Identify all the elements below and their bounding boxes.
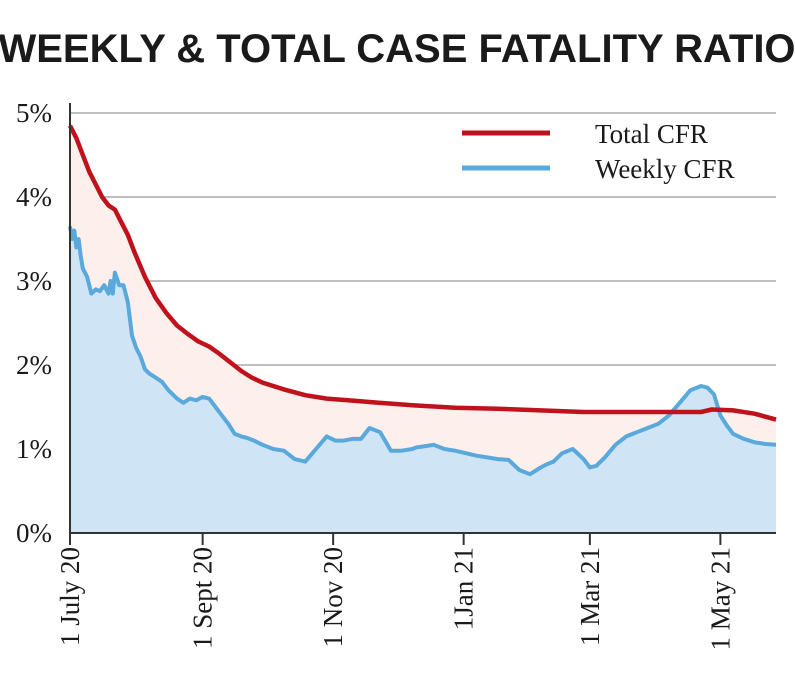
y-tick-label-0: 0% [16, 518, 52, 548]
legend-label-weekly-cfr: Weekly CFR [595, 154, 735, 184]
area-total-cfr [70, 125, 776, 533]
line-total-cfr [67, 124, 777, 422]
y-tick-labels: 0% 1% 2% 3% 4% 5% [16, 98, 52, 548]
area-weekly-cfr [70, 226, 776, 533]
y-tick-label-3: 3% [16, 266, 52, 296]
x-tick-label-1: 1 Sept 20 [188, 547, 218, 649]
x-tick-label-5: 1 May 21 [705, 547, 735, 651]
x-tick-label-0: 1 July 20 [55, 547, 85, 646]
x-tick-label-4: 1 Mar 21 [575, 547, 605, 646]
line-weekly-cfr [68, 226, 777, 477]
x-tick-label-2: 1 Nov 20 [318, 547, 348, 648]
legend: Total CFR Weekly CFR [462, 119, 735, 184]
axes [69, 103, 776, 545]
y-tick-label-5: 5% [16, 98, 52, 128]
y-tick-label-1: 1% [16, 434, 52, 464]
y-tick-label-2: 2% [16, 350, 52, 380]
y-tick-label-4: 4% [16, 182, 52, 212]
legend-label-total-cfr: Total CFR [595, 119, 708, 149]
series-lines [67, 124, 777, 477]
area-fills [70, 125, 776, 533]
chart-title: WEEKLY & TOTAL CASE FATALITY RATIO [0, 27, 795, 71]
x-tick-label-3: 1Jan 21 [449, 547, 479, 630]
x-tick-labels: 1 July 20 1 Sept 20 1 Nov 20 1Jan 21 1 Mar 2… [55, 547, 735, 651]
